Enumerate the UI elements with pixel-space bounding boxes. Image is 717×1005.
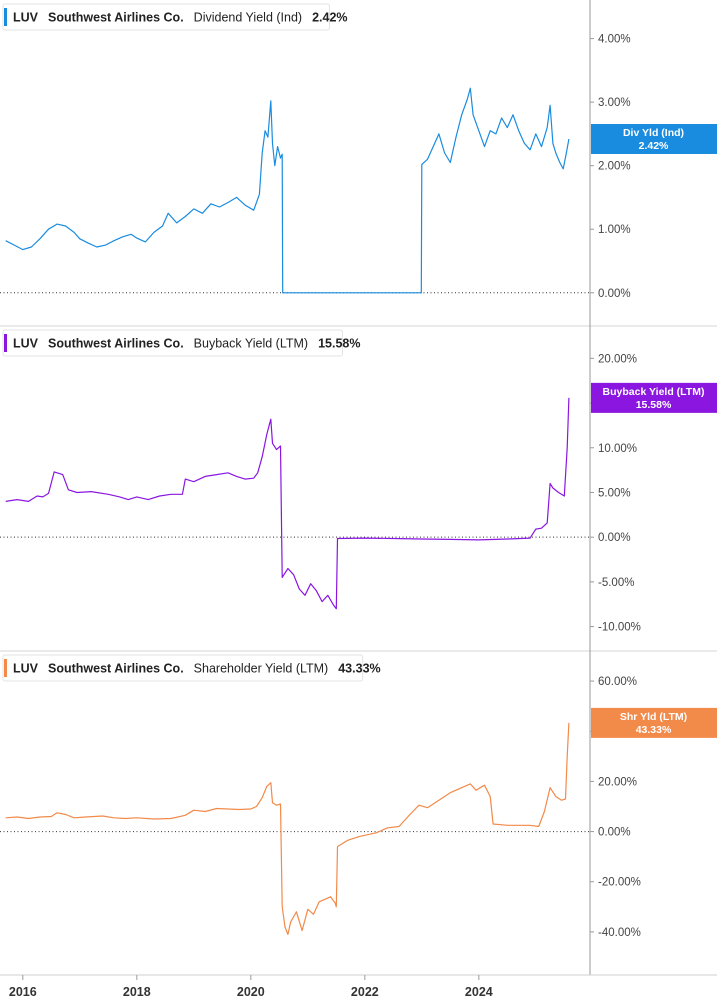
y-tick-label: 60.00% xyxy=(598,676,637,688)
last-value-tag-label: Shr Yld (LTM) xyxy=(620,711,687,723)
x-tick-label: 2020 xyxy=(237,985,265,999)
y-tick-label: 5.00% xyxy=(598,487,631,499)
x-tick-label: 2018 xyxy=(123,985,151,999)
legend-value: 2.42% xyxy=(312,11,347,25)
y-tick-label: 20.00% xyxy=(598,776,637,788)
chart-panel-3: -40.00%-20.00%0.00%20.00%40.00%60.00%Shr… xyxy=(0,650,717,939)
y-tick-label: 10.00% xyxy=(598,443,637,455)
series-line xyxy=(5,87,570,294)
x-tick-label: 2022 xyxy=(351,985,379,999)
legend-value: 43.33% xyxy=(338,662,380,676)
x-tick-label: 2024 xyxy=(465,985,493,999)
last-value-tag-value: 43.33% xyxy=(636,724,672,736)
series-line xyxy=(5,397,570,610)
y-tick-label: 0.00% xyxy=(598,532,631,544)
last-value-tag-value: 15.58% xyxy=(636,399,672,411)
y-tick-label: -5.00% xyxy=(598,577,634,589)
legend-ticker: LUV xyxy=(13,11,39,25)
legend-ticker: LUV xyxy=(13,662,39,676)
legend-box xyxy=(2,3,331,31)
last-value-tag xyxy=(591,382,717,413)
x-tick-label: 2016 xyxy=(9,985,37,999)
legend-metric: Shareholder Yield (LTM) xyxy=(194,662,329,676)
chart-panel-2: -10.00%-5.00%0.00%5.00%10.00%15.00%20.00… xyxy=(0,325,717,634)
legend-entry: LUV Southwest Airlines Co. Dividend Yield … xyxy=(13,11,348,25)
y-tick-label: 1.00% xyxy=(598,224,631,236)
y-tick-label: 0.00% xyxy=(598,827,631,839)
chart-panel-1: 0.00%1.00%2.00%3.00%4.00%Div Yld (Ind)2.… xyxy=(0,3,717,300)
legend-entry: LUV Southwest Airlines Co. Shareholder Yie… xyxy=(13,662,381,676)
legend-ticker: LUV xyxy=(13,337,39,351)
last-value-tag xyxy=(591,707,717,738)
legend-entry: LUV Southwest Airlines Co. Buyback Yield (… xyxy=(13,337,360,351)
legend-company: Southwest Airlines Co. xyxy=(48,662,184,676)
y-tick-label: -40.00% xyxy=(598,927,641,939)
y-tick-label: 0.00% xyxy=(598,288,631,300)
last-value-tag-value: 2.42% xyxy=(639,140,669,152)
y-tick-label: 4.00% xyxy=(598,34,631,46)
legend-company: Southwest Airlines Co. xyxy=(48,337,184,351)
legend-value: 15.58% xyxy=(318,337,360,351)
y-tick-label: 3.00% xyxy=(598,97,631,109)
legend-box xyxy=(2,654,364,682)
last-value-tag xyxy=(591,123,717,154)
legend-color-swatch xyxy=(4,659,7,677)
series-line xyxy=(5,722,570,936)
y-tick-label: 2.00% xyxy=(598,161,631,173)
last-value-tag-label: Buyback Yield (LTM) xyxy=(603,386,705,398)
y-tick-label: 20.00% xyxy=(598,353,637,365)
legend-metric: Buyback Yield (LTM) xyxy=(194,337,308,351)
y-tick-label: -10.00% xyxy=(598,622,641,634)
legend-metric: Dividend Yield (Ind) xyxy=(194,11,302,25)
legend-company: Southwest Airlines Co. xyxy=(48,11,184,25)
y-tick-label: -20.00% xyxy=(598,877,641,889)
legend-color-swatch xyxy=(4,334,7,352)
last-value-tag-label: Div Yld (Ind) xyxy=(623,127,684,139)
legend-color-swatch xyxy=(4,8,7,26)
legend-box xyxy=(2,329,343,357)
